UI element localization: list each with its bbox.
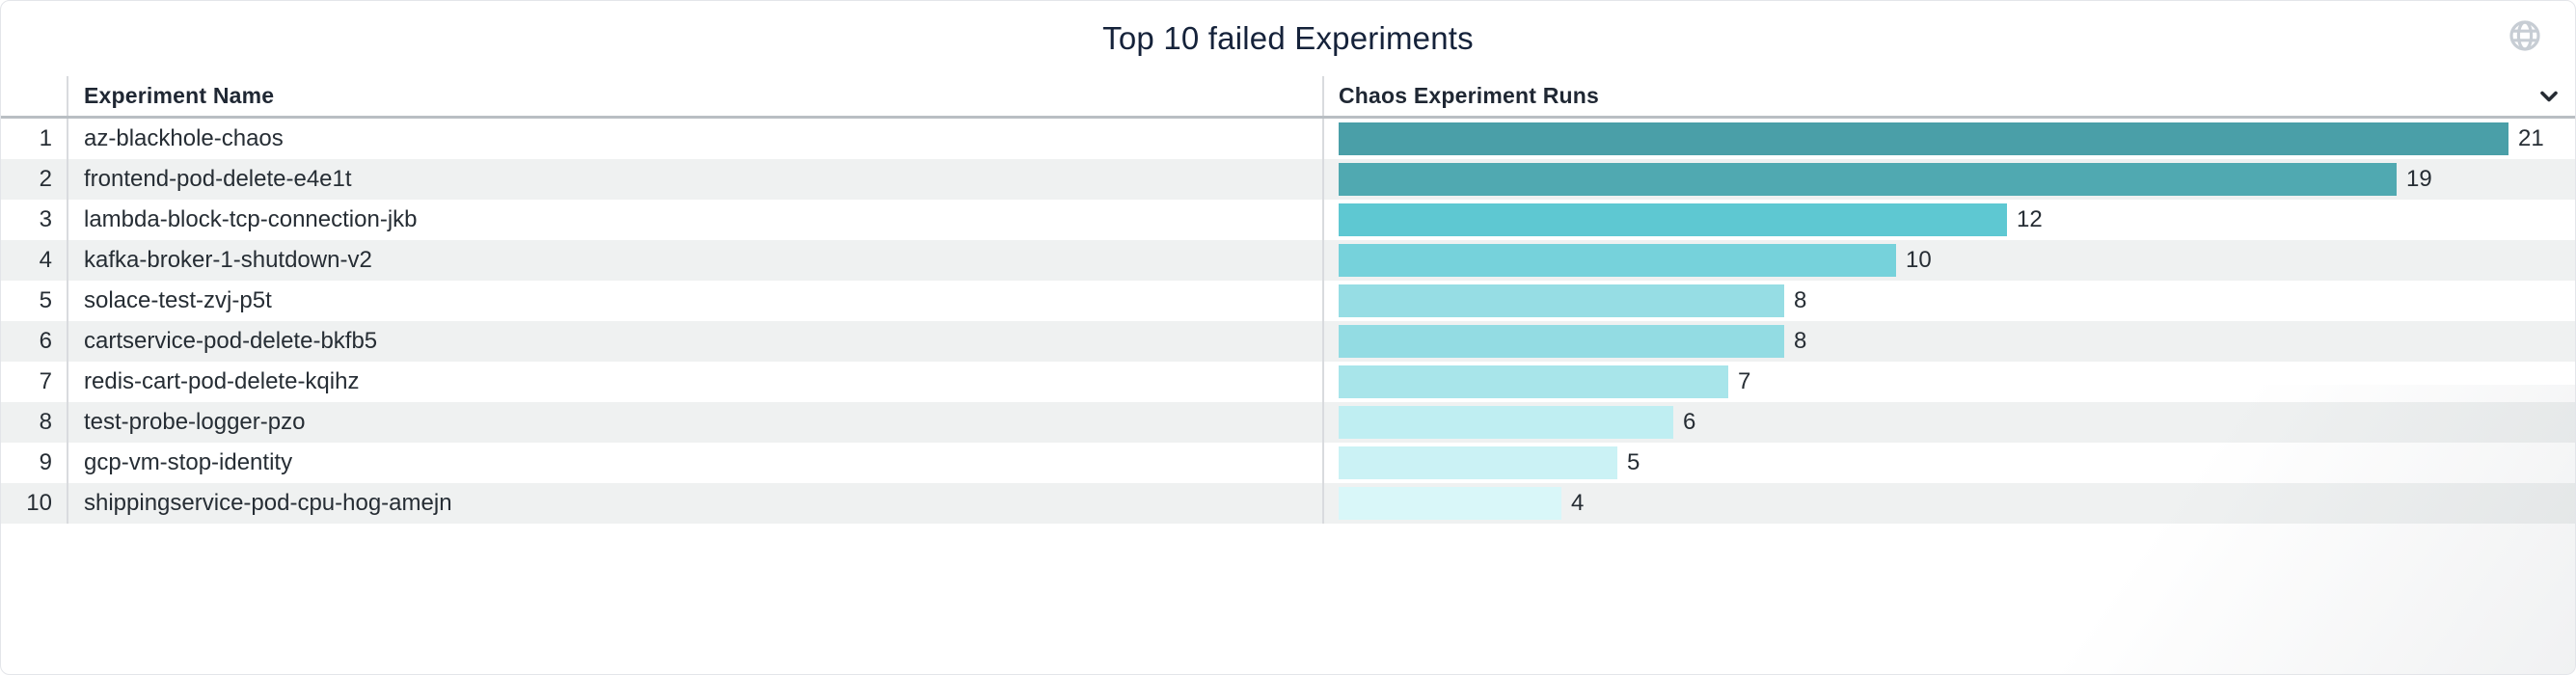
- runs-bar-cell: 12: [1324, 200, 2575, 240]
- table-row[interactable]: 10 shippingservice-pod-cpu-hog-amejn 4: [1, 483, 2575, 524]
- row-rank: 7: [1, 362, 68, 402]
- experiment-name: lambda-block-tcp-connection-jkb: [68, 200, 1324, 240]
- run-count-bar[interactable]: [1339, 284, 1784, 317]
- table-header-row: Experiment Name Chaos Experiment Runs: [1, 76, 2575, 119]
- table-body: 1 az-blackhole-chaos 21 2 frontend-pod-d…: [1, 119, 2575, 524]
- row-rank: 4: [1, 240, 68, 281]
- table-row[interactable]: 2 frontend-pod-delete-e4e1t 19: [1, 159, 2575, 200]
- row-rank: 8: [1, 402, 68, 443]
- table-row[interactable]: 9 gcp-vm-stop-identity 5: [1, 443, 2575, 483]
- run-count-bar[interactable]: [1339, 365, 1728, 398]
- table-row[interactable]: 6 cartservice-pod-delete-bkfb5 8: [1, 321, 2575, 362]
- table-row[interactable]: 5 solace-test-zvj-p5t 8: [1, 281, 2575, 321]
- experiment-name: cartservice-pod-delete-bkfb5: [68, 321, 1324, 362]
- run-count-bar[interactable]: [1339, 325, 1784, 358]
- run-count-label: 8: [1794, 287, 1807, 313]
- experiment-name: shippingservice-pod-cpu-hog-amejn: [68, 483, 1324, 524]
- table-row[interactable]: 8 test-probe-logger-pzo 6: [1, 402, 2575, 443]
- experiment-name: gcp-vm-stop-identity: [68, 443, 1324, 483]
- experiment-name: solace-test-zvj-p5t: [68, 281, 1324, 321]
- run-count-bar[interactable]: [1339, 163, 2397, 196]
- experiment-name: frontend-pod-delete-e4e1t: [68, 159, 1324, 200]
- runs-header-label: Chaos Experiment Runs: [1339, 83, 1600, 108]
- run-count-label: 7: [1738, 368, 1751, 394]
- run-count-bar[interactable]: [1339, 203, 2007, 236]
- run-count-bar[interactable]: [1339, 406, 1673, 439]
- runs-bar-cell: 21: [1324, 119, 2575, 159]
- row-rank: 5: [1, 281, 68, 321]
- run-count-label: 21: [2518, 125, 2544, 151]
- run-count-label: 10: [1906, 247, 1932, 273]
- runs-bar-cell: 10: [1324, 240, 2575, 281]
- rank-column-header: [1, 76, 68, 116]
- run-count-label: 19: [2406, 166, 2432, 192]
- row-rank: 9: [1, 443, 68, 483]
- runs-column-header[interactable]: Chaos Experiment Runs: [1324, 76, 2575, 116]
- table-row[interactable]: 7 redis-cart-pod-delete-kqihz 7: [1, 362, 2575, 402]
- experiment-name: redis-cart-pod-delete-kqihz: [68, 362, 1324, 402]
- globe-icon[interactable]: [2508, 18, 2542, 53]
- row-rank: 2: [1, 159, 68, 200]
- table-row[interactable]: 3 lambda-block-tcp-connection-jkb 12: [1, 200, 2575, 240]
- experiment-name-column-header[interactable]: Experiment Name: [68, 76, 1324, 116]
- experiment-name: kafka-broker-1-shutdown-v2: [68, 240, 1324, 281]
- runs-bar-cell: 5: [1324, 443, 2575, 483]
- experiment-name-header-label: Experiment Name: [84, 83, 275, 108]
- run-count-label: 8: [1794, 328, 1807, 354]
- runs-bar-cell: 19: [1324, 159, 2575, 200]
- experiment-name: test-probe-logger-pzo: [68, 402, 1324, 443]
- run-count-label: 6: [1683, 409, 1696, 435]
- table-row[interactable]: 1 az-blackhole-chaos 21: [1, 119, 2575, 159]
- row-rank: 10: [1, 483, 68, 524]
- runs-bar-cell: 4: [1324, 483, 2575, 524]
- page-title: Top 10 failed Experiments: [1102, 20, 1474, 56]
- table-row[interactable]: 4 kafka-broker-1-shutdown-v2 10: [1, 240, 2575, 281]
- runs-bar-cell: 8: [1324, 321, 2575, 362]
- run-count-label: 4: [1571, 490, 1585, 516]
- runs-bar-cell: 6: [1324, 402, 2575, 443]
- row-rank: 6: [1, 321, 68, 362]
- runs-bar-cell: 7: [1324, 362, 2575, 402]
- run-count-label: 5: [1627, 449, 1641, 475]
- chevron-down-icon[interactable]: [2536, 84, 2562, 109]
- run-count-bar[interactable]: [1339, 487, 1561, 520]
- run-count-bar[interactable]: [1339, 122, 2508, 155]
- run-count-bar[interactable]: [1339, 244, 1896, 277]
- run-count-bar[interactable]: [1339, 446, 1617, 479]
- run-count-label: 12: [2017, 206, 2043, 232]
- widget-header: Top 10 failed Experiments: [1, 1, 2575, 76]
- experiment-name: az-blackhole-chaos: [68, 119, 1324, 159]
- row-rank: 1: [1, 119, 68, 159]
- experiments-table: Experiment Name Chaos Experiment Runs 1 …: [1, 76, 2575, 524]
- runs-bar-cell: 8: [1324, 281, 2575, 321]
- row-rank: 3: [1, 200, 68, 240]
